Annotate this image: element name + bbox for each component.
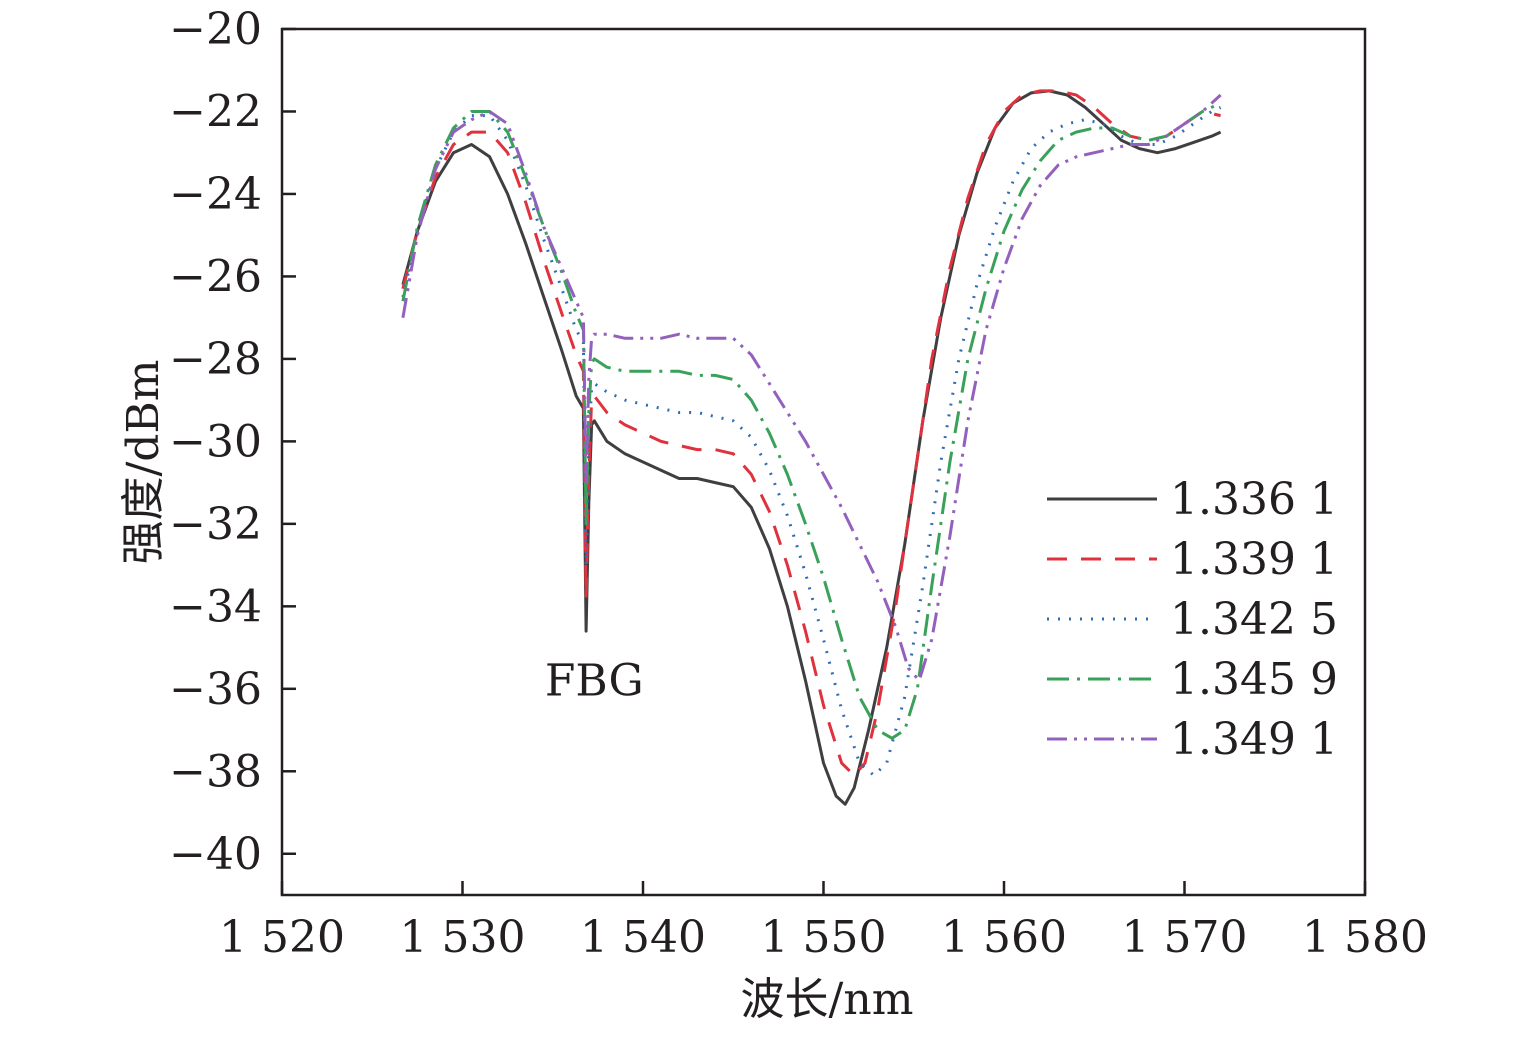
y-axis-title: 强度/dBm	[118, 359, 169, 564]
x-tick-label: 1 580	[1302, 912, 1428, 963]
x-tick-label: 1 520	[219, 912, 345, 963]
y-tick-labels: −20 −22 −24 −26 −28 −30 −32 −34 −36 −38 −40	[169, 4, 262, 880]
legend-label: 1.336 1	[1170, 474, 1338, 525]
series-line-5	[401, 93, 1222, 683]
series-line-2	[401, 89, 1221, 777]
legend-label: 1.339 1	[1170, 534, 1338, 585]
y-tick-label: −40	[169, 829, 262, 880]
x-tick-labels: 1 520 1 530 1 540 1 550 1 560 1 570 1 580	[219, 912, 1428, 963]
y-tick-label: −28	[169, 334, 262, 385]
x-axis-title: 波长/nm	[741, 974, 914, 1025]
legend-label: 1.345 9	[1170, 654, 1338, 705]
axis-ticks	[280, 27, 1367, 895]
y-tick-label: −30	[169, 416, 262, 467]
y-tick-label: −38	[169, 746, 262, 797]
x-tick-label: 1 540	[580, 912, 706, 963]
y-tick-label: −20	[169, 4, 262, 55]
y-tick-label: −22	[169, 86, 262, 137]
legend: 1.336 1 1.339 1 1.342 5 1.345 9 1.349 1	[1047, 474, 1338, 765]
fbg-annotation: FBG	[545, 656, 644, 707]
plot-area-frame	[280, 27, 1367, 897]
y-tick-label: −24	[169, 169, 262, 220]
x-tick-label: 1 560	[941, 912, 1067, 963]
x-tick-label: 1 530	[400, 912, 526, 963]
series-line-4	[401, 101, 1222, 740]
series-lines	[401, 89, 1222, 806]
y-tick-label: −26	[169, 251, 262, 302]
y-tick-label: −34	[169, 581, 262, 632]
series-line-3	[401, 106, 1222, 777]
x-tick-label: 1 570	[1122, 912, 1248, 963]
legend-label: 1.342 5	[1170, 594, 1338, 645]
y-tick-label: −32	[169, 499, 262, 550]
legend-label: 1.349 1	[1170, 714, 1338, 765]
x-tick-label: 1 550	[761, 912, 887, 963]
series-line-1	[401, 89, 1222, 806]
y-tick-label: −36	[169, 664, 262, 715]
